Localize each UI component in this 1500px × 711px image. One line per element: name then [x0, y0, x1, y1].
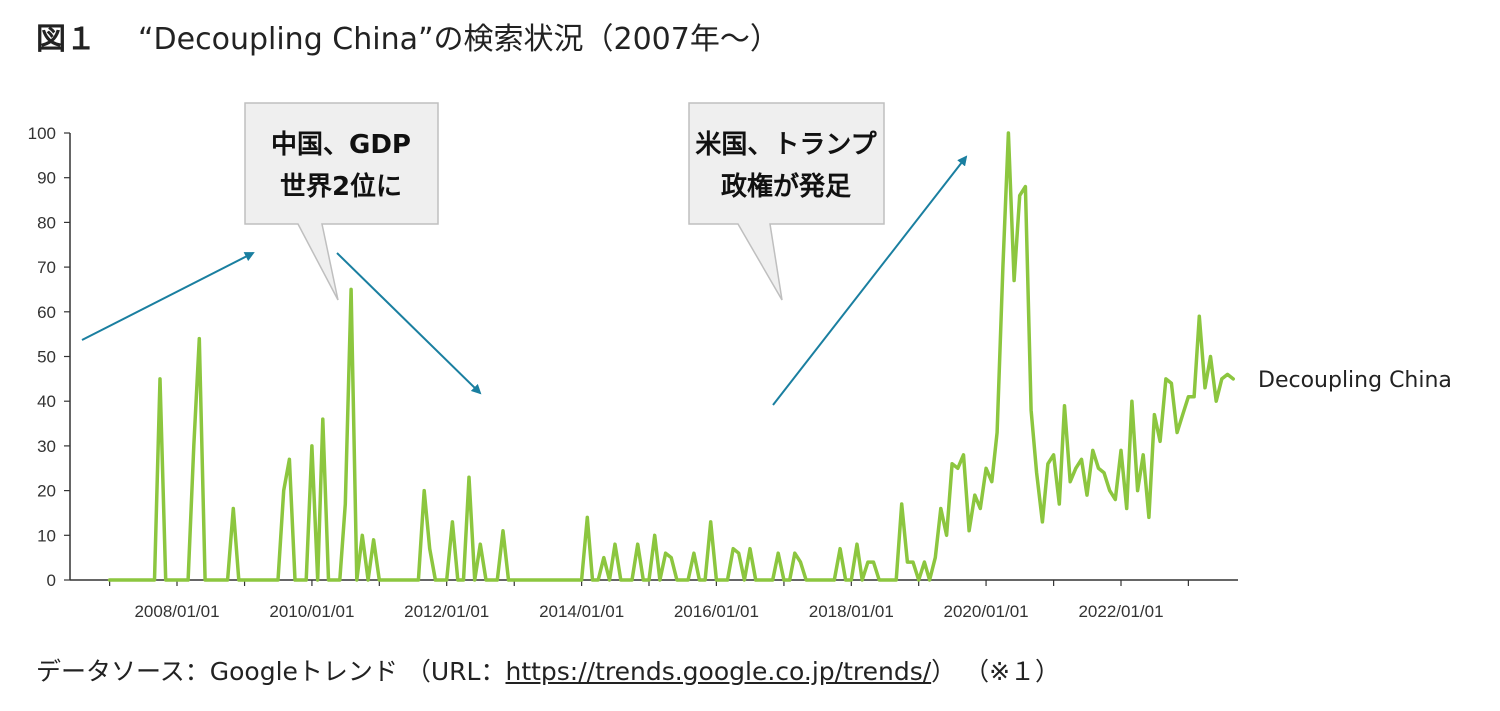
- source-note: データソース：Googleトレンド （URL：https://trends.go…: [36, 652, 1060, 688]
- y-tick-label: 100: [28, 124, 56, 143]
- x-tick-label: 2012/01/01: [404, 602, 489, 621]
- x-tick-label: 2016/01/01: [674, 602, 759, 621]
- callout-us-trump: 米国、トランプ 政権が発足: [688, 102, 885, 301]
- figure-label: 図１: [36, 22, 96, 57]
- callout-us-trump-bubble: [688, 102, 885, 301]
- callout-china-gdp: 中国、GDP 世界2位に: [244, 102, 439, 301]
- y-tick-label: 0: [47, 571, 56, 590]
- x-tick-label: 2010/01/01: [269, 602, 354, 621]
- x-tick-label: 2022/01/01: [1078, 602, 1163, 621]
- x-tick-label: 2008/01/01: [134, 602, 219, 621]
- chart-title: 図１ “Decoupling China”の検索状況（2007年～）: [36, 14, 780, 58]
- y-tick-label: 50: [37, 348, 56, 367]
- series-line-decoupling-china: [107, 131, 1235, 582]
- callout-us-trump-line-1: 米国、トランプ: [695, 130, 877, 160]
- y-tick-label: 80: [37, 213, 56, 232]
- title-text: “Decoupling China”の検索状況（2007年～）: [138, 22, 780, 57]
- callout-china-gdp-line-2: 世界2位に: [280, 171, 402, 202]
- trend-arrow-down: [336, 252, 482, 395]
- series-label: Decoupling China: [1258, 368, 1452, 393]
- y-tick-label: 40: [37, 392, 56, 411]
- callout-us-trump-line-2: 政権が発足: [721, 171, 851, 202]
- trend-arrows: [81, 155, 968, 406]
- x-tick-label: 2014/01/01: [539, 602, 624, 621]
- trend-arrow-up-1: [81, 252, 255, 341]
- y-tick-label: 20: [37, 482, 56, 501]
- source-suffix: ） （※１）: [931, 657, 1061, 686]
- y-tick-label: 60: [37, 303, 56, 322]
- source-prefix: データソース：Googleトレンド （URL：: [36, 657, 506, 686]
- trend-arrow-up-2: [772, 155, 968, 406]
- callout-china-gdp-bubble: [244, 102, 439, 301]
- callout-layer: 中国、GDP 世界2位に 米国、トランプ 政権が発足: [244, 102, 885, 301]
- callout-china-gdp-line-1: 中国、GDP: [271, 130, 411, 160]
- chart-axes: 0 10 20 30 40 50 60 70 80 90 100 2008/01/01 2010/01/…: [28, 124, 1238, 621]
- source-url-link[interactable]: https://trends.google.co.jp/trends/: [505, 657, 932, 686]
- y-tick-label: 10: [37, 526, 56, 545]
- y-tick-label: 30: [37, 437, 56, 456]
- x-tick-label: 2020/01/01: [944, 602, 1029, 621]
- y-tick-label: 70: [37, 258, 56, 277]
- x-tick-label: 2018/01/01: [809, 602, 894, 621]
- y-tick-label: 90: [37, 169, 56, 188]
- chart-series: Decoupling China: [107, 131, 1452, 582]
